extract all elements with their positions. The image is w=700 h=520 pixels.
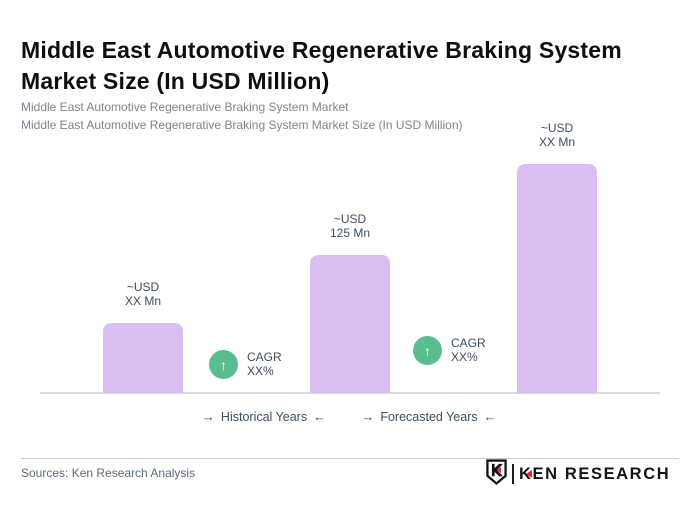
x-axis-line bbox=[40, 392, 660, 394]
footer-divider bbox=[21, 458, 679, 459]
bar-1 bbox=[103, 323, 183, 393]
growth-up-arrow-icon: ↑ bbox=[413, 336, 442, 365]
bar-2 bbox=[310, 255, 390, 393]
left-arrow-icon: ← bbox=[313, 409, 327, 424]
left-arrow-icon: ← bbox=[483, 409, 497, 424]
logo-wordmark: KEN RESEARCH bbox=[519, 465, 670, 484]
logo-rest-letters: EN RESEARCH bbox=[532, 464, 671, 483]
bar-3 bbox=[517, 164, 597, 393]
logo-separator bbox=[512, 464, 514, 484]
logo-k-letter: K bbox=[519, 464, 533, 483]
axis-segment-label: Forecasted Years bbox=[380, 410, 478, 424]
cagr-label: CAGR XX% bbox=[247, 350, 282, 378]
cagr-label: CAGR XX% bbox=[451, 336, 486, 364]
subtitle-line-1: Middle East Automotive Regenerative Brak… bbox=[21, 100, 349, 114]
bar-value-label-1: ~USD XX Mn bbox=[124, 280, 161, 308]
sources-note: Sources: Ken Research Analysis bbox=[21, 466, 196, 480]
subtitle-line-2: Middle East Automotive Regenerative Brak… bbox=[21, 118, 463, 132]
ken-research-logo: KEN RESEARCH bbox=[486, 458, 670, 490]
x-axis-segment-forecasted: → Forecasted Years ← bbox=[334, 409, 524, 424]
cagr-badge-2: ↑ CAGR XX% bbox=[413, 336, 486, 365]
right-arrow-icon: → bbox=[361, 409, 375, 424]
ken-research-shield-icon bbox=[486, 458, 507, 490]
bar-value-label-3: ~USD XX Mn bbox=[538, 121, 575, 149]
cagr-badge-1: ↑ CAGR XX% bbox=[209, 350, 282, 379]
right-arrow-icon: → bbox=[201, 409, 215, 424]
chart-subtitle: Middle East Automotive Regenerative Brak… bbox=[21, 98, 463, 134]
page-title: Middle East Automotive Regenerative Brak… bbox=[21, 37, 622, 95]
x-axis-segment-historical: → Historical Years ← bbox=[169, 409, 359, 424]
growth-up-arrow-icon: ↑ bbox=[209, 350, 238, 379]
axis-segment-label: Historical Years bbox=[220, 410, 308, 424]
bar-value-label-2: ~USD 125 Mn bbox=[329, 212, 371, 240]
